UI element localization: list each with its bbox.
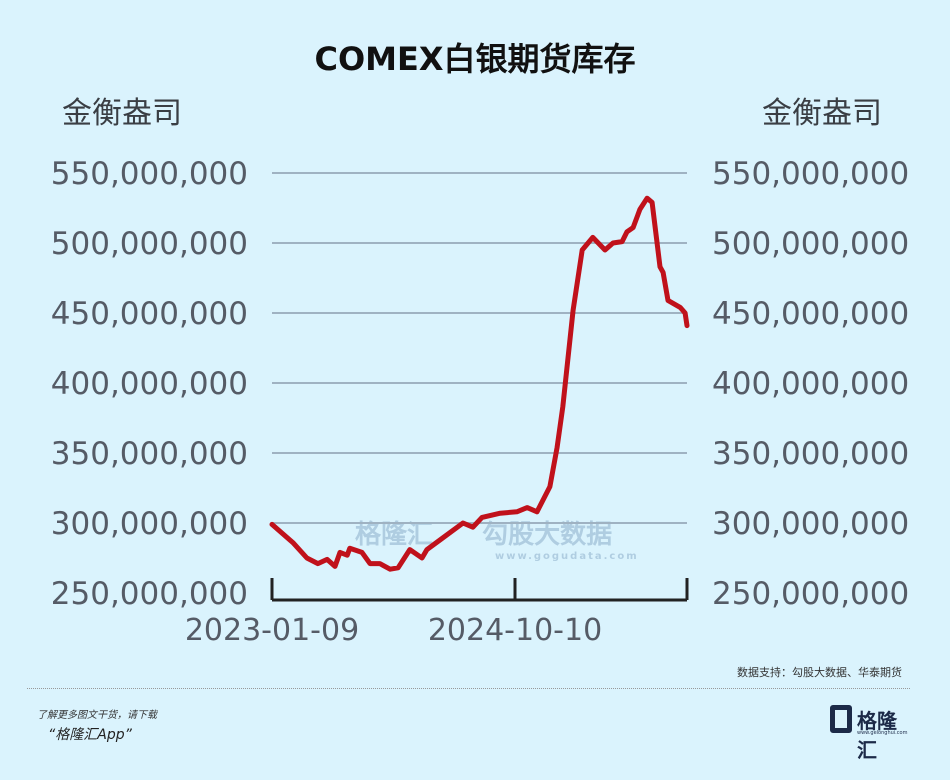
line-chart: 250,000,000 250,000,000 300,000,000 300,000… bbox=[51, 156, 909, 648]
watermark-brand: 格隆汇 bbox=[355, 520, 434, 550]
y-tick-label-right: 500,000,000 bbox=[712, 226, 909, 262]
y-tick-label-right: 450,000,000 bbox=[712, 296, 909, 332]
y-tick-label-right: 300,000,000 bbox=[712, 506, 909, 542]
data-source: 数据支持：勾股大数据、华泰期货 bbox=[737, 666, 902, 679]
y-tick-label-left: 350,000,000 bbox=[51, 436, 248, 472]
watermark-partner: 勾股大数据 bbox=[482, 520, 613, 550]
y-tick-label-right: 250,000,000 bbox=[712, 576, 909, 612]
watermark: 格隆汇 勾股大数据 www.gogudata.com bbox=[355, 514, 639, 562]
y-tick-label-left: 300,000,000 bbox=[51, 506, 248, 542]
y-axis-unit-left: 金衡盎司 bbox=[62, 96, 182, 131]
gelonghui-logo: 格隆汇 www.gelonghui.com bbox=[830, 703, 910, 762]
y-tick-label-right: 350,000,000 bbox=[712, 436, 909, 472]
y-tick-label-left: 500,000,000 bbox=[51, 226, 248, 262]
y-tick-label-right: 550,000,000 bbox=[712, 156, 909, 192]
y-tick-label-left: 400,000,000 bbox=[51, 366, 248, 402]
y-tick-label-right: 400,000,000 bbox=[712, 366, 909, 402]
inventory-line bbox=[269, 195, 690, 572]
promo-app-name: “格隆汇App” bbox=[48, 727, 132, 743]
y-axis-unit-right: 金衡盎司 bbox=[762, 96, 882, 131]
logo-text: 格隆汇 bbox=[857, 709, 897, 762]
divider bbox=[27, 688, 910, 689]
chart-title: COMEX白银期货库存 bbox=[314, 40, 636, 78]
y-tick-label-left: 450,000,000 bbox=[51, 296, 248, 332]
logo-url: www.gelonghui.com bbox=[857, 730, 908, 736]
y-tick-label-left: 250,000,000 bbox=[51, 576, 248, 612]
x-tick-label: 2023-01-09 bbox=[185, 613, 359, 648]
x-tick-label: 2024-10-10 bbox=[428, 613, 602, 648]
watermark-url: www.gogudata.com bbox=[495, 551, 639, 562]
logo-g-icon bbox=[830, 705, 852, 733]
y-tick-label-left: 550,000,000 bbox=[51, 156, 248, 192]
promo-text: 了解更多图文干货，请下载 bbox=[37, 710, 157, 721]
